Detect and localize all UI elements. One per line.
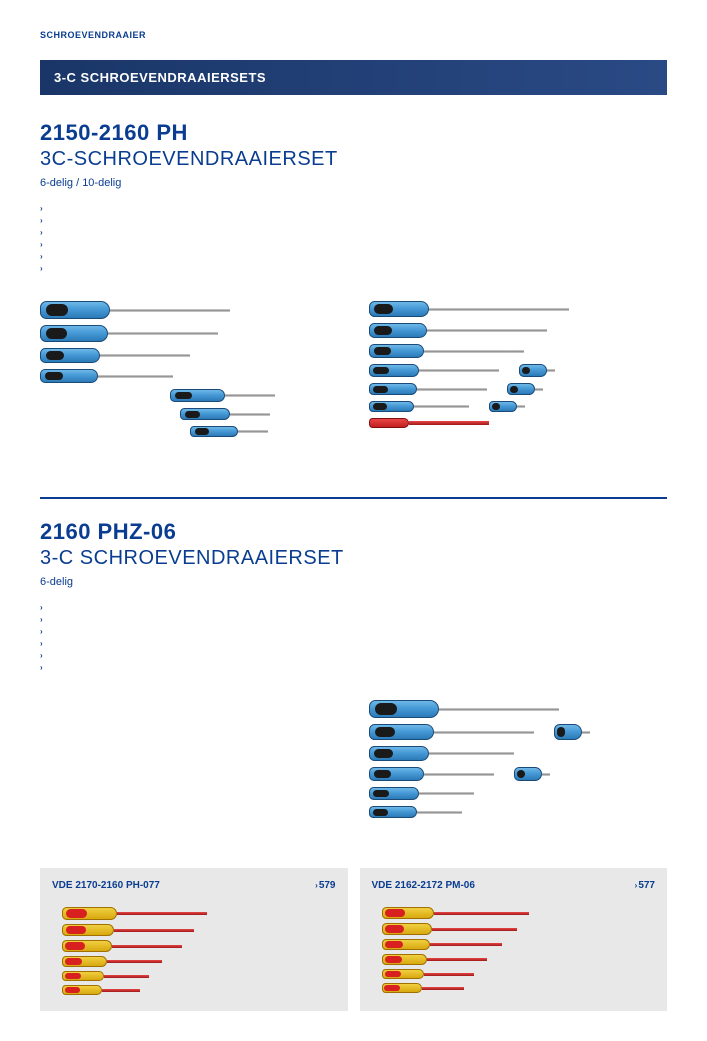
product-image-left (40, 690, 339, 828)
chevron-icon: › (635, 881, 638, 890)
screwdriver-item (40, 348, 339, 363)
reference-image (372, 903, 656, 997)
bullet-item: › (40, 662, 667, 672)
product-image-right (369, 690, 668, 828)
product-title: 3C-SCHROEVENDRAAIERSET (40, 148, 667, 171)
product-subtitle: 6-delig (40, 576, 667, 588)
product-block-2: 2160 PHZ-06 3-C SCHROEVENDRAAIERSET 6-de… (40, 519, 667, 828)
screwdriver-item (369, 724, 668, 740)
chevron-icon: › (40, 216, 43, 225)
chevron-icon: › (40, 627, 43, 636)
reference-card[interactable]: VDE 2170-2160 PH-077 ›579 (40, 868, 348, 1011)
chevron-icon: › (40, 651, 43, 660)
category-label: SCHROEVENDRAAIER (40, 30, 667, 40)
product-block-1: 2150-2160 PH 3C-SCHROEVENDRAAIERSET 6-de… (40, 120, 667, 447)
bullet-item: › (40, 227, 667, 237)
bullet-item: › (40, 602, 667, 612)
bullet-item: › (40, 215, 667, 225)
reference-page: ›577 (635, 880, 655, 891)
screwdriver-item (40, 369, 339, 383)
chevron-icon: › (40, 663, 43, 672)
reference-page: ›579 (315, 880, 335, 891)
screwdriver-item (190, 426, 339, 437)
product-code: 2150-2160 PH (40, 120, 667, 146)
chevron-icon: › (315, 881, 318, 890)
bullet-item: › (40, 251, 667, 261)
bullet-item: › (40, 626, 667, 636)
screwdriver-item (382, 954, 646, 965)
product-subtitle: 6-delig / 10-delig (40, 177, 667, 189)
screwdriver-item (369, 401, 668, 412)
screwdriver-item (62, 985, 326, 995)
screwdriver-item (382, 939, 646, 950)
screwdriver-item (369, 383, 668, 395)
chevron-icon: › (40, 252, 43, 261)
screwdriver-item (369, 767, 668, 781)
screwdriver-item (369, 344, 668, 358)
chevron-icon: › (40, 228, 43, 237)
feature-bullets: › › › › › › (40, 602, 667, 672)
product-image-right (369, 291, 668, 447)
product-code: 2160 PHZ-06 (40, 519, 667, 545)
screwdriver-item (382, 907, 646, 919)
screwdriver-item (382, 923, 646, 935)
section-header-bar: 3-C SCHROEVENDRAAIERSETS (40, 60, 667, 95)
screwdriver-item (40, 325, 339, 342)
feature-bullets: › › › › › › (40, 203, 667, 273)
screwdriver-item (170, 389, 339, 402)
chevron-icon: › (40, 639, 43, 648)
chevron-icon: › (40, 264, 43, 273)
screwdriver-item (62, 971, 326, 981)
section-divider (40, 497, 667, 499)
screwdriver-item (382, 983, 646, 993)
bullet-item: › (40, 203, 667, 213)
screwdriver-item (62, 956, 326, 967)
reference-card[interactable]: VDE 2162-2172 PM-06 ›577 (360, 868, 668, 1011)
chevron-icon: › (40, 603, 43, 612)
bullet-item: › (40, 638, 667, 648)
screwdriver-item (180, 408, 339, 420)
product-image-left (40, 291, 339, 447)
chevron-icon: › (40, 204, 43, 213)
chevron-icon: › (40, 240, 43, 249)
screwdriver-item (369, 323, 668, 338)
screwdriver-item (369, 700, 668, 718)
bullet-item: › (40, 239, 667, 249)
reference-image (52, 903, 336, 999)
bullet-item: › (40, 650, 667, 660)
screwdriver-item (62, 924, 326, 936)
chevron-icon: › (40, 615, 43, 624)
product-title: 3-C SCHROEVENDRAAIERSET (40, 547, 667, 570)
catalog-page: SCHROEVENDRAAIER 3-C SCHROEVENDRAAIERSET… (0, 0, 707, 1041)
screwdriver-item (62, 940, 326, 952)
screwdriver-item (369, 418, 668, 428)
screwdriver-item (369, 364, 668, 377)
screwdriver-item (369, 787, 668, 800)
screwdriver-item (62, 907, 326, 920)
product-images-row (40, 690, 667, 828)
bullet-item: › (40, 263, 667, 273)
bullet-item: › (40, 614, 667, 624)
screwdriver-item (369, 301, 668, 317)
reference-cards-row: VDE 2170-2160 PH-077 ›579 VDE 2162-2172 PM… (40, 868, 667, 1011)
screwdriver-item (382, 969, 646, 979)
product-images-row (40, 291, 667, 447)
screwdriver-item (369, 806, 668, 818)
reference-title: VDE 2162-2172 PM-06 (372, 880, 475, 891)
reference-title: VDE 2170-2160 PH-077 (52, 880, 160, 891)
screwdriver-item (40, 301, 339, 319)
screwdriver-item (369, 746, 668, 761)
